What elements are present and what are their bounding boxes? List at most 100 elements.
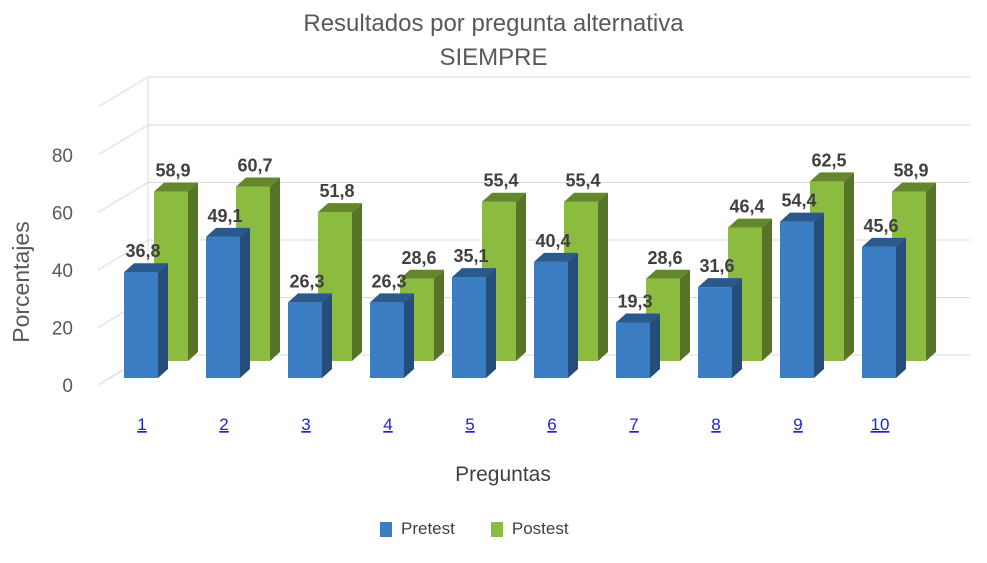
bar-postest-2-label: 60,7 [237,155,272,175]
bar-postest-1-side [188,182,198,361]
legend-item-pretest: Pretest [380,519,455,539]
legend-swatch-postest [490,521,503,537]
bar-postest-10-side [926,182,936,361]
bar-pretest-8-label: 31,6 [699,256,734,276]
bar-postest-5-side [516,192,526,361]
bar-postest-10-label: 58,9 [893,161,928,181]
bar-pretest-7-top [616,313,660,323]
bar-pretest-2 [206,236,240,378]
bar-pretest-1 [124,272,158,378]
bar-pretest-7-label: 19,3 [617,292,652,312]
bar-postest-5-label: 55,4 [483,171,518,191]
y-tick-label: 80 [52,146,73,167]
gridline [97,182,970,213]
x-tick-label: 6 [547,415,556,434]
y-axis-label: Porcentajes [8,221,34,342]
bar-postest-3-top [318,203,362,213]
bar-pretest-8 [698,287,732,378]
bar-pretest-10 [862,246,896,378]
bar-postest-3-side [352,203,362,361]
chart-subtitle: SIEMPRE [439,44,548,71]
bar-postest-10-top [892,182,936,192]
bar-pretest-1-label: 36,8 [125,241,160,261]
bar-pretest-4-top [370,293,414,303]
bar-postest-1-label: 58,9 [155,161,190,181]
bar-postest-4-side [434,269,444,361]
bar-postest-1-top [154,182,198,192]
x-tick-label: 5 [465,415,474,434]
x-tick-label: 8 [711,415,720,434]
chart-title: Resultados por pregunta alternativa [303,10,684,37]
x-axis-label: Preguntas [455,463,551,486]
bar-pretest-10-side [896,237,906,378]
bar-postest-6-top [564,192,608,202]
bar-pretest-9-top [780,212,824,222]
gridline [97,124,970,156]
bar-pretest-4-label: 26,3 [371,271,406,291]
bar-pretest-5-label: 35,1 [453,246,488,266]
bar-pretest-4 [370,302,404,378]
bar-pretest-1-top [124,263,168,273]
bar-pretest-6-label: 40,4 [535,231,570,251]
x-tick-label: 10 [871,415,890,434]
bar-postest-4-top [400,269,444,279]
bar-postest-9-top [810,172,854,182]
bar-postest-8-top [728,218,772,228]
bar-pretest-5 [452,277,486,378]
bar-pretest-10-top [862,237,906,247]
gridline [97,239,970,271]
bar-pretest-7-side [650,313,660,378]
legend: Pretest Postest [380,519,569,539]
x-tick-label: 9 [793,415,802,434]
bar-pretest-3-side [322,293,332,378]
bar-postest-8-side [762,218,772,361]
bar-postest-2-top [236,177,280,187]
bar-postest-4-label: 28,6 [401,248,436,268]
legend-swatch-pretest [380,521,392,537]
y-tick-label: 20 [52,319,73,340]
bar-postest-7-side [680,269,690,361]
bar-pretest-9-label: 54,4 [781,191,816,211]
bar-pretest-3 [288,302,322,378]
x-tick-label: 7 [629,415,638,434]
bar-postest-2-side [270,177,280,361]
bar-pretest-1-side [158,263,168,378]
y-tick-label: 40 [52,261,73,282]
bar-pretest-9-side [814,212,824,378]
bar-postest-7-label: 28,6 [647,248,682,268]
bar-postest-6-side [598,192,608,361]
bar-pretest-2-side [240,227,250,378]
bar-pretest-10-label: 45,6 [863,216,898,236]
bar-pretest-6-side [568,252,578,378]
bar-postest-9-label: 62,5 [811,150,846,170]
bar-postest-7-top [646,269,690,279]
bar-pretest-5-side [486,268,496,378]
bar-pretest-4-side [404,293,414,378]
bar-postest-5-top [482,192,526,202]
bar-postest-8-label: 46,4 [729,197,764,217]
bar-pretest-6-top [534,252,578,262]
legend-label-postest: Postest [511,519,569,538]
bar-postest-6-label: 55,4 [565,171,600,191]
bar-pretest-3-label: 26,3 [289,271,324,291]
x-tick-label: 4 [383,415,392,434]
bar-postest-9-side [844,172,854,361]
bar-pretest-2-label: 49,1 [207,206,242,226]
y-tick-label: 60 [52,204,73,225]
y-tick-label: 0 [62,376,73,397]
bar-pretest-7 [616,322,650,378]
side-wall-top [97,76,149,108]
bar-pretest-8-top [698,278,742,288]
legend-item-postest: Postest [490,519,569,539]
x-tick-label: 3 [301,415,310,434]
legend-label-pretest: Pretest [401,519,455,538]
bar-pretest-6 [534,261,568,378]
x-tick-label: 1 [137,415,146,434]
bar-pretest-3-top [288,293,332,303]
bar-pretest-5-top [452,268,496,278]
bar-pretest-8-side [732,278,742,378]
bar-pretest-2-top [206,227,250,237]
x-tick-label: 2 [219,415,228,434]
